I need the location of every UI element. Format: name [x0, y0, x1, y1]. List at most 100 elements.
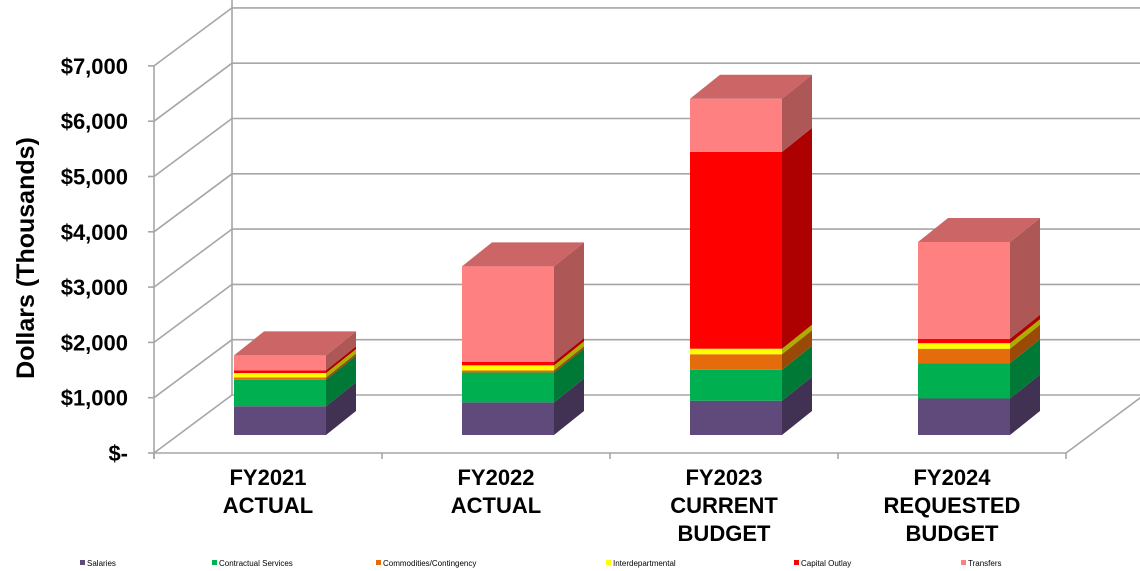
bar-segment-contractual-services	[690, 369, 782, 401]
bar-segment-side	[326, 331, 356, 371]
y-tick-label: $7,000	[61, 54, 128, 79]
gridline-side	[153, 394, 233, 454]
gridline-side	[153, 339, 233, 399]
bar-segment-transfers	[690, 98, 782, 152]
category-label: FY2024	[913, 465, 991, 490]
bar-top	[690, 74, 812, 99]
bar-segment-capital-outlay	[234, 370, 326, 374]
legend-label: Salaries	[87, 559, 116, 568]
bar-top	[234, 331, 356, 356]
gridline-side	[153, 7, 233, 67]
category-label: BUDGET	[678, 521, 771, 546]
legend-swatch	[794, 560, 799, 565]
gridline-side	[153, 117, 233, 178]
bar-segment-interdepartmental	[234, 373, 326, 378]
legend-item: Commodities/Contingency	[376, 559, 476, 568]
bar-segment-contractual-services	[234, 379, 326, 407]
legend-swatch	[606, 560, 611, 565]
legend-swatch	[80, 560, 85, 565]
bar-segment-side	[782, 376, 812, 435]
bar-segment-contractual-services	[462, 372, 554, 403]
bar-top	[462, 242, 584, 267]
bar-stack	[918, 218, 1040, 435]
bar-segment-commodities-contingency	[918, 348, 1010, 364]
category-label: ACTUAL	[451, 493, 541, 518]
legend-item: Salaries	[80, 559, 116, 568]
y-tick-label: $1,000	[61, 386, 128, 411]
category-label: FY2022	[457, 465, 534, 490]
bar-top	[918, 218, 1040, 243]
bar-segment-capital-outlay	[918, 338, 1010, 344]
bar-segment-transfers	[462, 266, 554, 363]
bar-segment-transfers	[918, 242, 1010, 339]
bar-segment-transfers	[234, 355, 326, 371]
bar-segment-side	[326, 382, 356, 435]
bar-segment-side	[326, 346, 356, 374]
bar-segment-side	[554, 242, 584, 363]
bar-segment-capital-outlay	[462, 362, 554, 366]
y-tick-label: $3,000	[61, 275, 128, 300]
legend-label: Commodities/Contingency	[383, 559, 476, 568]
bar-segment-side	[782, 127, 812, 349]
bar-segment-side	[1010, 374, 1040, 435]
legend-label: Capital Outlay	[801, 559, 851, 568]
category-label: CURRENT	[670, 493, 778, 518]
category-label: BUDGET	[906, 521, 999, 546]
bar-segment-side	[326, 353, 356, 380]
category-label: REQUESTED	[884, 493, 1021, 518]
category-labels: FY2021 ACTUAL FY2022 ACTUAL FY2023 CURRENT BUD…	[223, 465, 1021, 546]
bar-segment-side	[554, 338, 584, 366]
bar-segment-commodities-contingency	[462, 370, 554, 373]
bar-segment-side	[1010, 339, 1040, 399]
bar-segment-side	[1010, 314, 1040, 344]
y-tick-label: $-	[108, 441, 128, 466]
legend-label: Interdepartmental	[613, 559, 676, 568]
bar-segment-side	[1010, 319, 1040, 349]
bar-segment-side	[1010, 324, 1040, 364]
y-tick-label: $4,000	[61, 220, 128, 245]
legend-label: Transfers	[968, 559, 1002, 568]
bar-segment-commodities-contingency	[690, 354, 782, 370]
legend-swatch	[212, 560, 217, 565]
legend-item: Contractual Services	[212, 559, 293, 568]
floor-right-edge	[1065, 396, 1140, 454]
bar-segment-salaries	[918, 398, 1010, 435]
bar-segment-side	[782, 74, 812, 152]
bar-segment-side	[782, 324, 812, 355]
gridline-side	[153, 173, 233, 233]
legend-item: Capital Outlay	[794, 559, 851, 568]
bar-stack	[462, 242, 584, 435]
bar-segment-side	[1010, 218, 1040, 339]
y-axis-title: Dollars (Thousands)	[12, 137, 40, 379]
bar-segment-commodities-contingency	[234, 377, 326, 380]
bar-segment-interdepartmental	[918, 343, 1010, 349]
bar-segment-side	[554, 346, 584, 373]
bar-segment-interdepartmental	[462, 365, 554, 371]
y-tick-label: $5,000	[61, 165, 128, 190]
bar-segment-capital-outlay	[690, 151, 782, 349]
y-tick-label: $2,000	[61, 330, 128, 355]
bar-stack	[234, 331, 356, 435]
bar-stack	[690, 74, 812, 435]
bar-segment-side	[554, 378, 584, 435]
bar-segment-side	[554, 348, 584, 403]
bar-segment-side	[554, 341, 584, 371]
bar-segment-interdepartmental	[690, 348, 782, 355]
gridline-side	[153, 283, 233, 344]
legend: Salaries Contractual Services Commodities/…	[80, 559, 1002, 568]
bar-segment-side	[782, 330, 812, 370]
legend-label: Contractual Services	[219, 559, 293, 568]
legend-item: Transfers	[961, 559, 1002, 568]
legend-swatch	[376, 560, 381, 565]
legend-swatch	[961, 560, 966, 565]
bar-segment-side	[782, 345, 812, 401]
category-label: FY2021	[229, 465, 306, 490]
y-tick-labels: $- $1,000 $2,000 $3,000 $4,000 $5,000 $6,000 $7…	[61, 54, 128, 466]
category-label: FY2023	[685, 465, 762, 490]
bar-segment-salaries	[690, 400, 782, 435]
gridline-side	[153, 62, 233, 122]
bar-segment-side	[326, 349, 356, 378]
category-label: ACTUAL	[223, 493, 313, 518]
bars	[234, 74, 1040, 435]
